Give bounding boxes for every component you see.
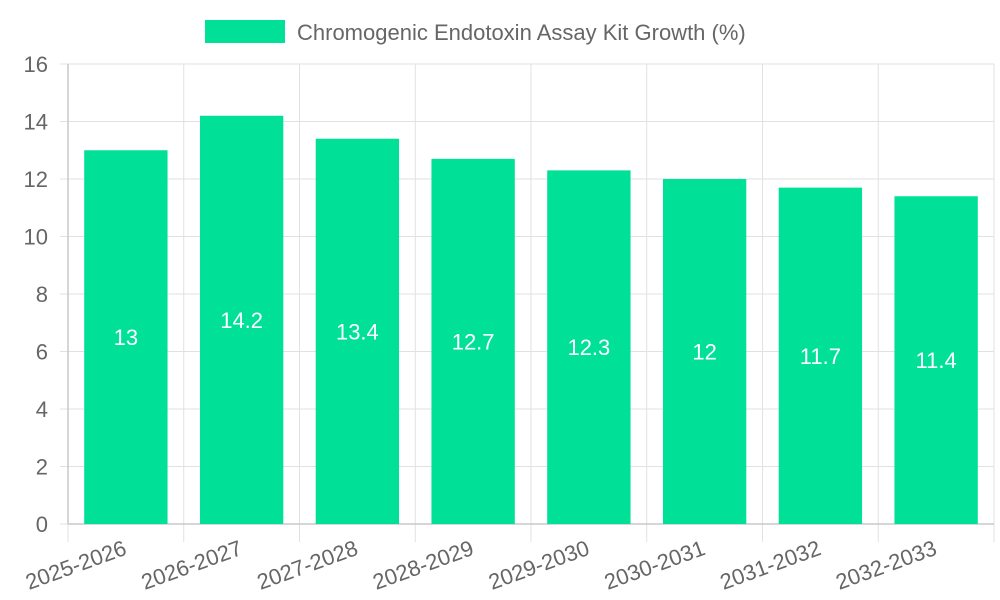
y-tick-label: 8 <box>36 282 48 307</box>
x-tick-label: 2025-2026 <box>22 535 129 594</box>
bar <box>547 170 631 524</box>
bar <box>315 138 400 524</box>
x-tick-label: 2031-2032 <box>717 535 824 594</box>
bar-labels: 13 14.2 13.4 12.7 12.3 12 11.7 11.4 <box>114 308 957 373</box>
y-tick-label: 6 <box>36 340 48 365</box>
bar-data-label: 13 <box>114 325 138 350</box>
bar-data-label: 12 <box>692 340 716 365</box>
bar-data-label: 11.7 <box>800 344 841 369</box>
bar <box>199 115 284 524</box>
bar-data-label: 12.7 <box>452 329 495 354</box>
y-tick-label: 4 <box>36 397 48 422</box>
y-tick-label: 12 <box>24 167 48 192</box>
x-tick-label: 2028-2029 <box>369 535 476 594</box>
y-tick-label: 10 <box>24 225 48 250</box>
y-tick-label: 2 <box>36 455 48 480</box>
x-tick-label: 2026-2027 <box>138 535 245 594</box>
bar <box>84 150 168 524</box>
legend: Chromogenic Endotoxin Assay Kit Growth (… <box>205 20 746 45</box>
bar <box>778 187 863 524</box>
y-tick-label: 16 <box>24 52 48 77</box>
y-axis-ticks: 0 2 4 6 8 10 12 14 16 <box>24 52 48 537</box>
bar-data-label: 11.4 <box>916 348 957 373</box>
legend-swatch <box>205 20 285 43</box>
bar <box>894 196 978 524</box>
bars <box>84 115 978 524</box>
x-tick-label: 2032-2033 <box>832 535 939 594</box>
bar-data-label: 13.4 <box>336 319 379 344</box>
x-tick-label: 2029-2030 <box>485 535 592 594</box>
x-tick-label: 2030-2031 <box>601 535 708 594</box>
bar <box>431 158 515 524</box>
y-tick-label: 14 <box>24 110 48 135</box>
legend-label: Chromogenic Endotoxin Assay Kit Growth (… <box>297 20 746 45</box>
bar-data-label: 14.2 <box>220 308 263 333</box>
bar-data-label: 12.3 <box>567 335 610 360</box>
y-tick-label: 0 <box>36 512 48 537</box>
x-axis-ticks: 2025-2026 2026-2027 2027-2028 2028-2029 2029… <box>22 535 940 594</box>
x-tick-label: 2027-2028 <box>254 535 361 594</box>
bar <box>662 179 747 524</box>
